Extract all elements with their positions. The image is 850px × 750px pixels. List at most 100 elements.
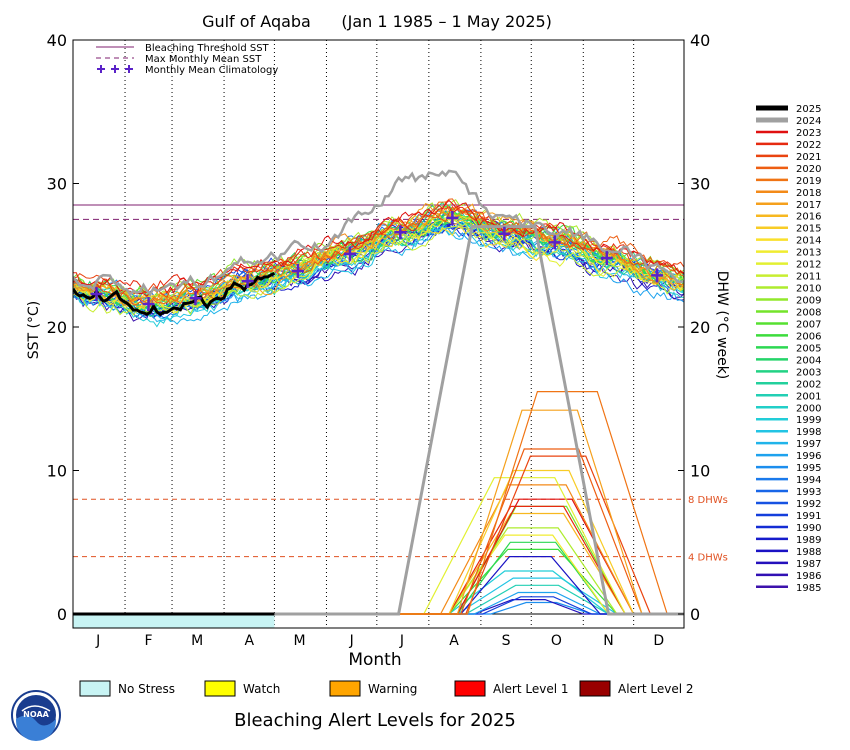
plot-frame	[72, 39, 685, 629]
alert-legend-title: Bleaching Alert Levels for 2025	[234, 710, 516, 731]
legend-label: Monthly Mean Climatology	[145, 65, 278, 76]
year-legend-label: 2024	[796, 116, 821, 127]
year-legend-label: 2001	[796, 391, 821, 402]
legend-swatch	[125, 65, 133, 73]
alert-legend-swatch	[79, 680, 111, 697]
alert-legend-swatch	[329, 680, 361, 697]
year-legend-label: 2016	[796, 212, 821, 223]
year-legend-label: 2018	[796, 188, 821, 199]
year-legend-label: 2015	[796, 224, 821, 235]
year-legend-label: 1996	[796, 451, 821, 462]
year-legend-label: 1999	[796, 415, 821, 426]
climatology-marker	[343, 246, 356, 261]
sst-series-2016	[73, 207, 684, 309]
climatology-marker	[142, 297, 155, 312]
year-legend-label: 2000	[796, 403, 821, 414]
dhw-series-2024	[73, 225, 684, 616]
y-tick-label-left: 10	[47, 462, 67, 481]
sst-series-2025	[73, 271, 276, 317]
y-tick-label-right: 40	[690, 31, 710, 50]
year-legend-label: 2013	[796, 248, 821, 259]
year-legend-label: 1987	[796, 559, 821, 570]
y-tick-label-left: 30	[47, 175, 67, 194]
sst-series-2011	[73, 225, 684, 316]
year-legend-label: 2025	[796, 104, 821, 115]
year-legend-label: 2021	[796, 152, 821, 163]
year-legend-label: 2017	[796, 200, 821, 211]
sst-series-2022	[73, 204, 684, 294]
year-legend-label: 1985	[796, 583, 821, 594]
year-legend-label: 1994	[796, 475, 821, 486]
year-legend-label: 2010	[796, 284, 821, 295]
y-tick-label-left: 40	[47, 31, 67, 50]
y-tick-label-right: 20	[690, 318, 710, 337]
y-axis-label-right: DHW (°C week)	[714, 271, 730, 380]
climatology-marker	[600, 251, 613, 266]
year-legend-label: 1995	[796, 463, 821, 474]
alert-legend-label: Alert Level 2	[618, 682, 694, 696]
legend-swatch	[97, 65, 105, 73]
year-legend-label: 2019	[796, 176, 821, 187]
year-legend-label: 1998	[796, 427, 821, 438]
year-legend-label: 1986	[796, 571, 821, 582]
year-legend-label: 2023	[796, 128, 821, 139]
month-tick-label: M	[294, 633, 306, 649]
year-legend-label: 2009	[796, 296, 821, 307]
month-tick-label: J	[399, 633, 404, 649]
month-tick-label: S	[502, 633, 511, 649]
year-legend-label: 1993	[796, 487, 821, 498]
sst-series-2024	[73, 169, 684, 297]
alert-legend-swatch	[204, 680, 236, 697]
month-tick-label: F	[145, 633, 153, 649]
year-legend-label: 2006	[796, 331, 821, 342]
dhw-reference-label: 8 DHWs	[688, 495, 728, 506]
legend-label: Max Monthly Mean SST	[145, 54, 262, 65]
chart-title: Gulf of Aqaba (Jan 1 1985 – 1 May 2025)	[202, 12, 552, 31]
legend-swatch	[111, 65, 119, 73]
climatology-marker	[548, 235, 561, 250]
alert-legend-label: Warning	[368, 682, 417, 696]
year-legend-label: 2012	[796, 260, 821, 271]
climatology-marker	[291, 264, 304, 279]
month-tick-label: A	[244, 633, 254, 649]
month-tick-label: N	[603, 633, 613, 649]
year-legend-label: 1992	[796, 499, 821, 510]
alert-bar-2025	[73, 614, 275, 628]
y-tick-label-right: 30	[690, 175, 710, 194]
noaa-logo-text: NOAA	[23, 710, 49, 719]
year-legend-label: 2003	[796, 367, 821, 378]
sst-series-2013	[73, 216, 684, 315]
sst-series-1999	[73, 212, 684, 328]
climatology-marker	[446, 210, 459, 225]
alert-legend-label: No Stress	[118, 682, 175, 696]
x-axis-label: Month	[348, 650, 401, 670]
year-legend-label: 2011	[796, 272, 821, 283]
month-tick-label: O	[551, 633, 562, 649]
noaa-logo: NOAA	[11, 690, 61, 741]
year-legend-label: 1991	[796, 511, 821, 522]
climatology-marker	[394, 225, 407, 240]
y-tick-label-left: 20	[47, 318, 67, 337]
year-legend-label: 2004	[796, 355, 821, 366]
legend-label: Bleaching Threshold SST	[145, 43, 270, 54]
y-axis-label-left: SST (°C)	[26, 301, 42, 359]
climatology-marker	[189, 291, 202, 306]
climatology-marker	[241, 274, 254, 289]
year-legend-label: 2002	[796, 379, 821, 390]
alert-legend-swatch	[454, 680, 486, 697]
climatology-marker	[498, 226, 511, 241]
month-tick-label: J	[95, 633, 100, 649]
year-legend-label: 2007	[796, 319, 821, 330]
year-legend-label: 1989	[796, 535, 821, 546]
year-legend-label: 2014	[796, 236, 821, 247]
alert-legend-label: Watch	[243, 682, 280, 696]
year-legend-label: 1988	[796, 547, 821, 558]
y-tick-label-right: 10	[690, 462, 710, 481]
sst-series-2018	[73, 209, 684, 303]
climatology-marker	[651, 268, 664, 283]
year-legend-label: 1997	[796, 439, 821, 450]
climatology-marker	[90, 286, 103, 301]
sst-series-2012	[73, 217, 684, 313]
year-legend-label: 1990	[796, 523, 821, 534]
